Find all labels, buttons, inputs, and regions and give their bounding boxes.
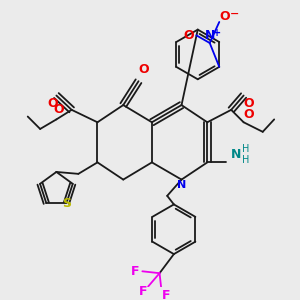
Text: S: S — [62, 196, 71, 209]
Text: F: F — [162, 289, 170, 300]
Text: −: − — [230, 8, 239, 18]
Text: H: H — [242, 155, 249, 166]
Text: O: O — [243, 108, 254, 121]
Text: O: O — [138, 63, 148, 76]
Text: N: N — [205, 29, 215, 42]
Text: F: F — [130, 265, 139, 278]
Text: O: O — [220, 10, 230, 23]
Text: H: H — [242, 144, 249, 154]
Text: O: O — [53, 103, 64, 116]
Text: O: O — [243, 97, 254, 110]
Text: N: N — [231, 148, 241, 161]
Text: O: O — [47, 97, 58, 110]
Text: O: O — [183, 29, 194, 42]
Text: F: F — [139, 285, 148, 298]
Text: +: + — [213, 28, 221, 38]
Text: N: N — [177, 180, 186, 190]
